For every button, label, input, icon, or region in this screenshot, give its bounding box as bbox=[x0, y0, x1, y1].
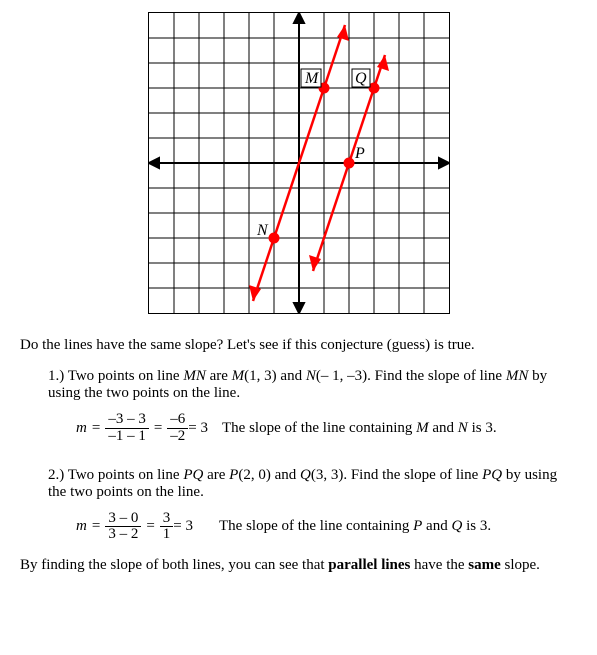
eq1-den1: –1 – 1 bbox=[105, 428, 149, 445]
eq2-tp: P bbox=[413, 518, 422, 534]
eq2-text: The slope of the line containing P and Q… bbox=[219, 518, 491, 535]
step1-mid: are bbox=[206, 368, 232, 384]
eq1-tpre: The slope of the line containing bbox=[222, 420, 416, 436]
eq1-eq2: = bbox=[149, 420, 167, 437]
eq2-den2: 1 bbox=[160, 526, 174, 543]
step1-line: MN bbox=[183, 368, 206, 384]
eq2-eq2: = bbox=[141, 518, 159, 535]
concl-mid: have the bbox=[410, 557, 468, 573]
eq2-tq: Q bbox=[451, 518, 462, 534]
concl-b1: parallel lines bbox=[328, 557, 410, 573]
label-m: M bbox=[304, 70, 320, 87]
concl-b2: same bbox=[468, 557, 501, 573]
step2-pcoord: (2, 0) bbox=[238, 467, 271, 483]
eq1-m: m bbox=[76, 420, 87, 437]
eq1-frac1: –3 – 3–1 – 1 bbox=[105, 412, 149, 445]
eq1-tn: N bbox=[458, 420, 468, 436]
step2-mid: are bbox=[203, 467, 229, 483]
equation1: m = –3 – 3–1 – 1 = –6–2 = 3 The slope of… bbox=[76, 412, 577, 445]
eq1-tpost: is 3. bbox=[468, 420, 497, 436]
step1-post1: . Find the slope of line bbox=[367, 368, 506, 384]
eq1-tand: and bbox=[429, 420, 458, 436]
eq2-num2: 3 bbox=[160, 511, 174, 527]
eq2-tpre: The slope of the line containing bbox=[219, 518, 413, 534]
conclusion-text: By finding the slope of both lines, you … bbox=[20, 557, 577, 574]
step2-p: P bbox=[229, 467, 238, 483]
step2-line2: PQ bbox=[482, 467, 502, 483]
step1-line2: MN bbox=[506, 368, 529, 384]
eq2-frac2: 31 bbox=[160, 511, 174, 544]
step1-pre: 1.) Two points on line bbox=[48, 368, 183, 384]
point-p bbox=[343, 158, 354, 169]
eq1-result: = 3 bbox=[188, 420, 208, 437]
eq1-text: The slope of the line containing M and N… bbox=[222, 420, 497, 437]
eq1-num1: –3 – 3 bbox=[105, 412, 149, 428]
step1-ncoord: (– 1, –3) bbox=[316, 368, 367, 384]
concl-post: slope. bbox=[501, 557, 540, 573]
step1-text: 1.) Two points on line MN are M(1, 3) an… bbox=[48, 368, 577, 402]
step2-and: and bbox=[271, 467, 300, 483]
point-n bbox=[268, 233, 279, 244]
step2-post1: . Find the slope of line bbox=[343, 467, 482, 483]
label-n: N bbox=[256, 222, 269, 239]
step1-n: N bbox=[306, 368, 316, 384]
label-q: Q bbox=[355, 70, 367, 87]
step2-line: PQ bbox=[183, 467, 203, 483]
graph-container: M Q P N bbox=[20, 12, 577, 319]
eq1-frac2: –6–2 bbox=[167, 412, 188, 445]
eq1-eq1: = bbox=[87, 420, 105, 437]
eq2-tand: and bbox=[422, 518, 451, 534]
eq2-frac1: 3 – 03 – 2 bbox=[105, 511, 141, 544]
eq1-den2: –2 bbox=[167, 428, 188, 445]
eq2-den1: 3 – 2 bbox=[105, 526, 141, 543]
equation2: m = 3 – 03 – 2 = 31 = 3 The slope of the… bbox=[76, 511, 577, 544]
eq2-tpost: is 3. bbox=[462, 518, 491, 534]
step2-q: Q bbox=[300, 467, 311, 483]
eq2-m: m bbox=[76, 518, 87, 535]
eq2-num1: 3 – 0 bbox=[105, 511, 141, 527]
step1-mcoord: (1, 3) bbox=[244, 368, 277, 384]
eq1-tm: M bbox=[416, 420, 429, 436]
coordinate-grid: M Q P N bbox=[148, 12, 450, 314]
step2-pre: 2.) Two points on line bbox=[48, 467, 183, 483]
label-p: P bbox=[354, 145, 365, 162]
eq1-num2: –6 bbox=[167, 412, 188, 428]
step2-text: 2.) Two points on line PQ are P(2, 0) an… bbox=[48, 467, 577, 501]
step1-m: M bbox=[232, 368, 245, 384]
eq2-result: = 3 bbox=[173, 518, 193, 535]
step1-and: and bbox=[277, 368, 306, 384]
step2-qcoord: (3, 3) bbox=[311, 467, 344, 483]
concl-pre: By finding the slope of both lines, you … bbox=[20, 557, 328, 573]
eq2-eq1: = bbox=[87, 518, 105, 535]
intro-text: Do the lines have the same slope? Let's … bbox=[20, 337, 577, 354]
